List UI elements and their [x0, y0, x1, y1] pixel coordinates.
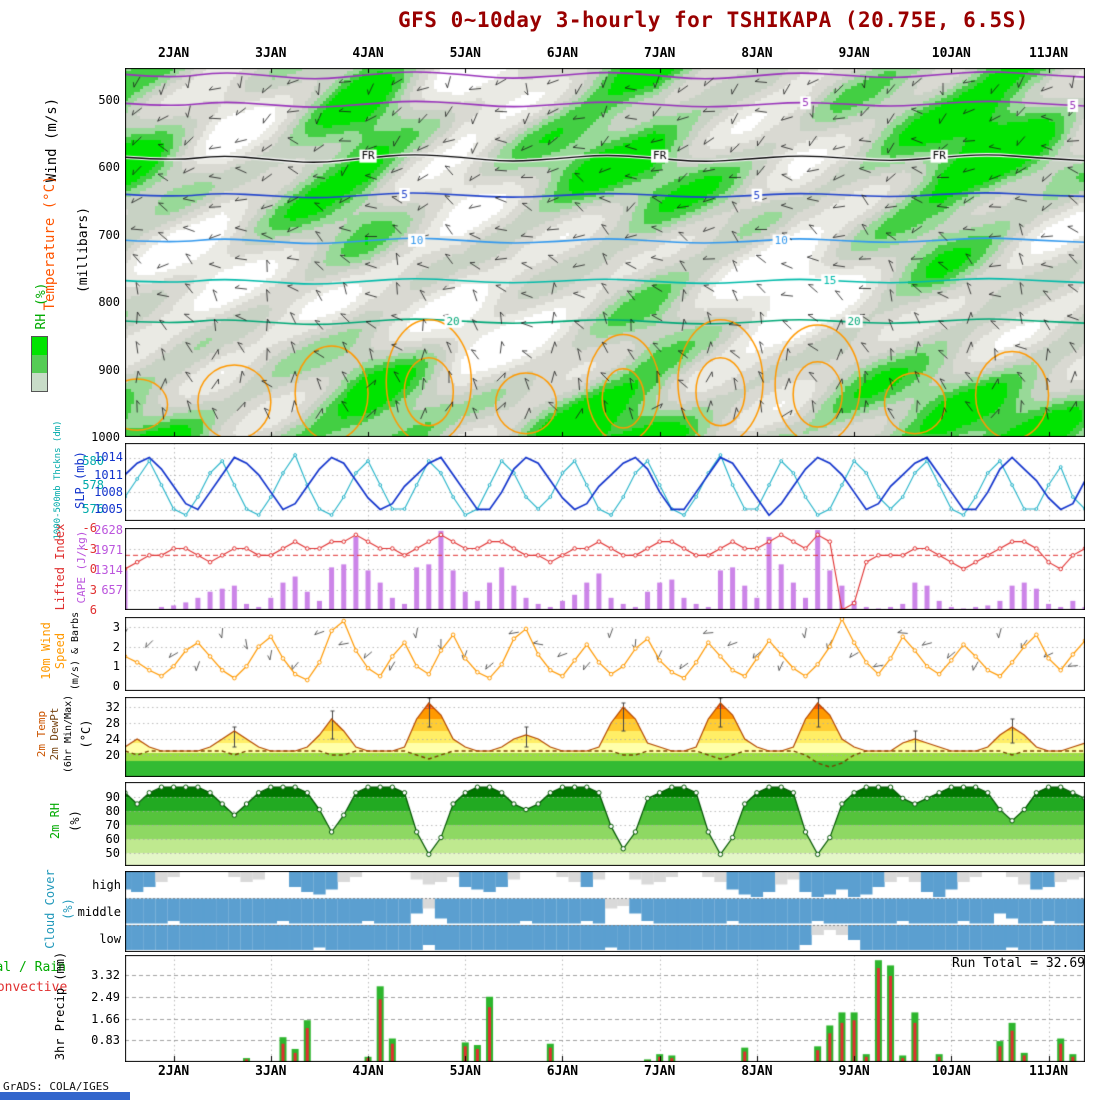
t2m-axis-label-1: 2m Temp	[35, 710, 48, 758]
precip-axis-label: 3hr Precip (mm)	[53, 951, 67, 1061]
cape-li-panel	[125, 528, 1085, 610]
date-label-top: 9JAN	[838, 46, 870, 61]
cape-tick: 657	[101, 583, 123, 597]
date-label-bottom: 3JAN	[255, 1064, 287, 1079]
date-label-bottom: 6JAN	[546, 1064, 579, 1079]
date-label-top: 4JAN	[352, 46, 384, 61]
rh-tick: 80	[105, 803, 120, 818]
cloud-cover-panel	[125, 871, 1085, 952]
rh-tick: 60	[105, 831, 120, 846]
cloud-row-label: high	[92, 877, 121, 892]
rh-colorbar-seg-low	[32, 373, 47, 391]
date-label-top: 7JAN	[644, 46, 676, 61]
thickness-tick: 580	[82, 454, 104, 468]
li-tick: 6	[89, 603, 97, 617]
date-label-bottom: 10JAN	[931, 1064, 971, 1079]
grads-blue-bar	[0, 1092, 130, 1100]
date-label-bottom: 9JAN	[838, 1064, 870, 1079]
pressure-tick: 800	[98, 295, 120, 310]
date-label-bottom: 4JAN	[352, 1064, 384, 1079]
millibars-axis-label: (millibars)	[76, 206, 91, 294]
thickness-tick: 578	[82, 478, 104, 492]
pressure-tick: 1000	[91, 430, 120, 444]
run-total-text: Run Total = 32.69	[951, 956, 1085, 971]
date-label-top: 11JAN	[1028, 46, 1069, 61]
cape-tick: 2628	[94, 523, 123, 537]
date-label-bottom: 11JAN	[1028, 1064, 1069, 1079]
cloud-row-label: low	[99, 931, 121, 946]
slp-tick: 1014	[94, 450, 123, 465]
date-label-bottom: 8JAN	[741, 1064, 773, 1079]
precip-convective-label: Convective	[0, 980, 68, 995]
temp-tick: 32	[105, 700, 120, 714]
rh-tick: 90	[105, 789, 120, 804]
pressure-tick: 700	[98, 227, 120, 242]
date-label-bottom: 7JAN	[644, 1064, 676, 1079]
li-tick: -6	[82, 521, 97, 535]
rh-tick: 50	[105, 845, 120, 860]
wind-tick: 1	[112, 659, 120, 674]
precip-tick: 1.66	[91, 1011, 120, 1026]
temp-tick: 28	[105, 716, 120, 730]
temp-tick: 24	[105, 732, 120, 746]
grads-credit: GrADS: COLA/IGES	[3, 1080, 109, 1093]
slp-thickness-panel	[125, 443, 1085, 521]
date-label-top: 10JAN	[931, 46, 971, 61]
rh-colorbar-seg-high	[32, 337, 47, 355]
date-label-top: 6JAN	[546, 46, 579, 61]
date-label-bottom: 5JAN	[449, 1064, 481, 1079]
date-label-top: 8JAN	[741, 46, 773, 61]
precip-total-label: Total / Rain	[0, 960, 66, 975]
precip-tick: 3.32	[91, 968, 120, 983]
cloud-row-label: middle	[77, 904, 121, 919]
slp-tick: 1011	[94, 467, 123, 482]
upper-air-panel	[125, 68, 1085, 437]
wind-tick: 3	[112, 619, 120, 634]
date-label-top: 3JAN	[255, 46, 287, 61]
pressure-tick: 900	[98, 362, 120, 377]
precip-tick: 0.83	[91, 1033, 120, 1048]
wind-tick: 2	[112, 639, 120, 654]
rh-tick: 70	[105, 817, 120, 832]
thickness-tick: 576	[82, 502, 104, 516]
rh-colorbar-seg-mid	[32, 355, 47, 373]
temp2m-panel	[125, 697, 1085, 777]
page-title: GFS 0~10day 3-hourly for TSHIKAPA (20.75…	[398, 8, 1029, 32]
rh-colorbar	[31, 336, 48, 392]
date-label-bottom: 2JAN	[157, 1064, 190, 1079]
li-tick: 3	[89, 582, 97, 597]
li-tick: -3	[82, 541, 97, 556]
date-label-top: 5JAN	[449, 46, 481, 61]
wind-tick: 0	[112, 679, 120, 693]
pressure-tick: 600	[98, 160, 120, 175]
slp-tick: 1005	[94, 502, 123, 517]
date-label-top: 2JAN	[157, 46, 190, 61]
wind10m-panel	[125, 617, 1085, 691]
li-tick: 0	[89, 562, 97, 576]
precip-panel	[125, 955, 1085, 1062]
pressure-tick: 500	[98, 93, 120, 107]
cape-tick: 1314	[94, 563, 123, 577]
cape-tick: 1971	[94, 543, 123, 557]
temp-tick: 20	[105, 748, 120, 762]
rh2m-panel	[125, 782, 1085, 866]
slp-tick: 1008	[94, 485, 123, 500]
precip-tick: 2.49	[91, 990, 120, 1004]
